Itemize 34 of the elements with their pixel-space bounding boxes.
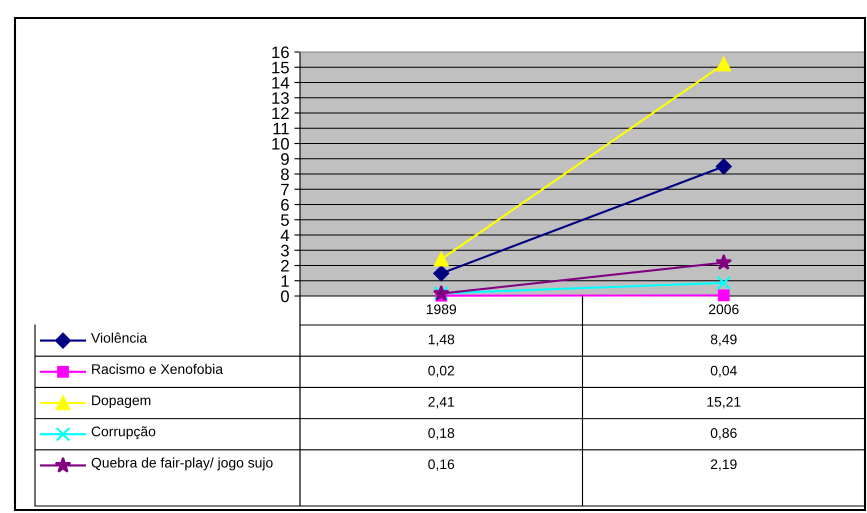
x-tick-label: 2006 — [709, 304, 739, 314]
y-tick-label: 3 — [280, 244, 289, 256]
y-tick-label: 12 — [272, 107, 289, 120]
data-label: 0,86 — [710, 428, 737, 440]
y-tick-label: 4 — [280, 230, 290, 242]
y-tick-label: 16 — [272, 46, 289, 58]
data-label: 2,41 — [428, 396, 454, 408]
y-tick-label: 7 — [281, 184, 289, 196]
legend-label: Dopagem — [92, 396, 150, 408]
x-tick-label: 1989 — [426, 304, 456, 314]
y-tick-label: 9 — [281, 153, 289, 165]
y-tick-label: 13 — [272, 92, 289, 104]
legend-label: Racismo e Xenofobia — [92, 364, 224, 374]
y-tick-label: 1 — [282, 275, 289, 287]
data-label: 15,21 — [707, 396, 740, 408]
y-tick-label: 6 — [281, 198, 289, 211]
data-label: 0,18 — [428, 428, 454, 440]
legend-label: Corrupção — [92, 426, 156, 440]
y-tick-label: 14 — [272, 77, 290, 89]
data-label: 8,49 — [710, 334, 737, 346]
data-label: 0,16 — [428, 459, 454, 471]
y-tick-label: 2 — [281, 260, 289, 272]
y-tick-label: 5 — [280, 214, 289, 226]
legend-label: Quebra de fair-play/ jogo sujo — [92, 457, 273, 470]
y-tick-label: 8 — [281, 168, 289, 180]
y-tick-label: 11 — [274, 122, 289, 134]
data-label: 1,48 — [428, 334, 454, 346]
y-tick-label: 10 — [272, 138, 289, 150]
y-tick-label: 15 — [272, 62, 289, 74]
y-tick-label: 0 — [280, 290, 289, 302]
data-label: 0,04 — [710, 366, 737, 378]
data-label: 0,02 — [428, 366, 454, 378]
legend-label: Violência — [91, 332, 148, 343]
data-label: 2,19 — [710, 459, 737, 471]
